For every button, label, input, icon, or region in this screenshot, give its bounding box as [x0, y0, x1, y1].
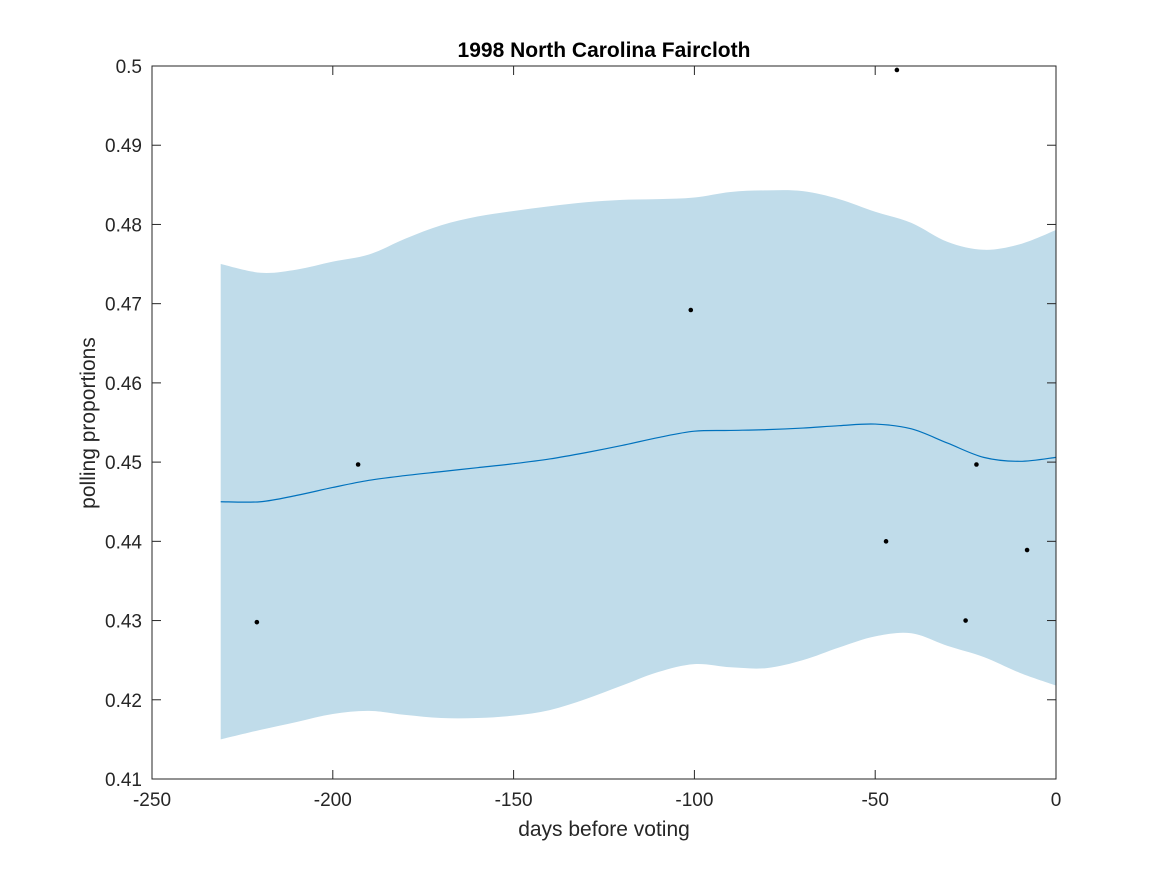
poll-points-layer — [254, 67, 1030, 625]
x-tick-label: -150 — [495, 790, 533, 811]
y-tick-label: 0.43 — [105, 612, 142, 633]
poll-point — [963, 618, 968, 623]
x-tick-label: -50 — [861, 790, 888, 811]
y-tick-label: 0.46 — [105, 374, 142, 395]
poll-point — [254, 619, 260, 625]
y-tick-label: 0.41 — [105, 770, 142, 791]
x-tick-label: 0 — [1051, 790, 1062, 811]
confidence-band-layer — [220, 190, 1056, 740]
y-axis-ticks: 0.41 0.42 0.43 0.44 0.45 0.46 0.47 0.48 0.49 0.5 — [105, 57, 1056, 791]
y-axis-label: polling proportions — [77, 337, 100, 509]
y-tick-label: 0.45 — [105, 453, 142, 474]
poll-point — [688, 307, 694, 313]
y-tick-label: 0.42 — [105, 691, 142, 712]
poll-point — [894, 67, 900, 73]
y-tick-label: 0.47 — [105, 295, 142, 316]
poll-point — [355, 462, 361, 467]
x-tick-label: -250 — [133, 790, 171, 811]
mean-line-layer — [220, 423, 1057, 503]
axes — [151, 65, 1057, 780]
plot-box — [151, 65, 1057, 780]
poll-point — [974, 462, 979, 467]
mean-trend-line — [220, 423, 1057, 503]
poll-point — [883, 539, 889, 544]
chart-title: 1998 North Carolina Faircloth — [458, 39, 751, 62]
poll-point — [1024, 547, 1030, 553]
y-tick-label: 0.49 — [105, 136, 142, 157]
x-axis-label: days before voting — [518, 818, 690, 841]
y-tick-label: 0.44 — [105, 532, 142, 553]
x-tick-label: -100 — [675, 790, 713, 811]
confidence-band — [220, 190, 1056, 740]
x-tick-label: -200 — [314, 790, 352, 811]
y-tick-label: 0.48 — [105, 215, 142, 236]
x-axis-ticks: -250 -200 -150 -100 -50 0 — [133, 66, 1061, 811]
y-tick-label: 0.5 — [116, 57, 142, 78]
